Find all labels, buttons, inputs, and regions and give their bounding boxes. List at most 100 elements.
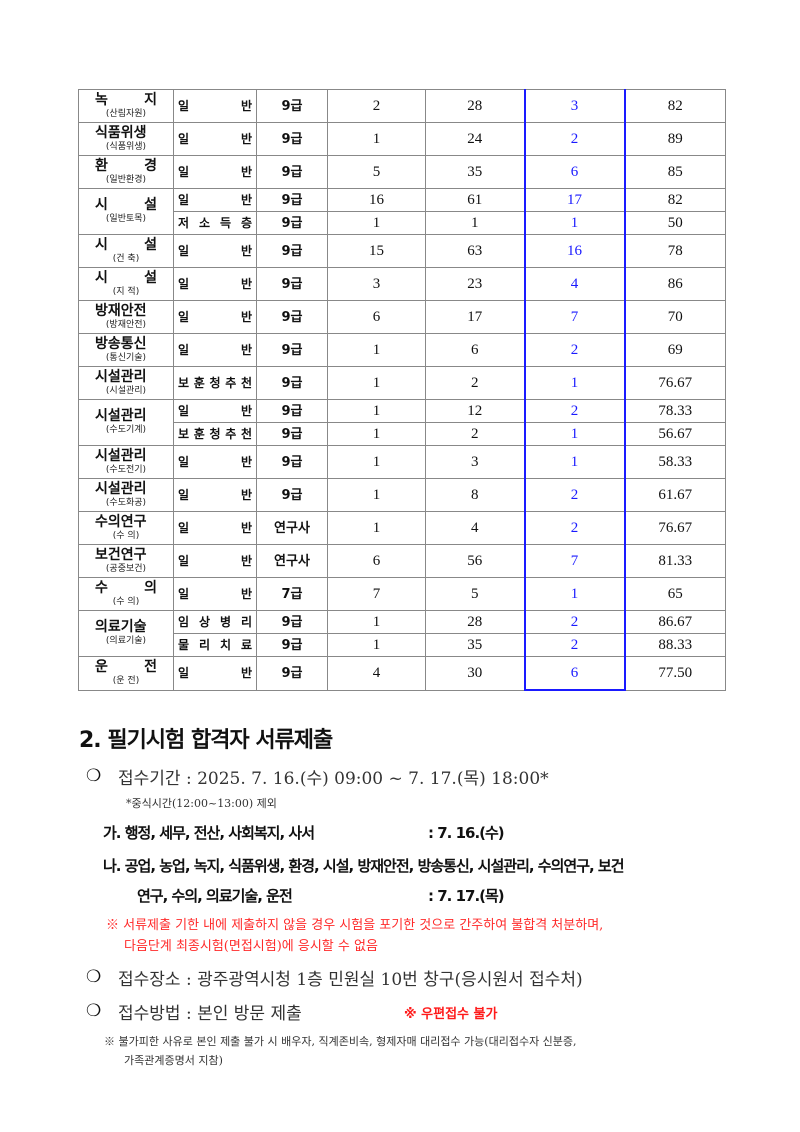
quota: 1 xyxy=(327,122,426,156)
applicants: 24 xyxy=(425,122,525,156)
recruit-type: 보 훈 청 추 천 xyxy=(173,422,257,446)
table-row: 운 전 (운 전) 일 반 9급 4 30 6 77.50 xyxy=(78,656,726,691)
recruit-type-text: 일 반 xyxy=(178,404,252,418)
quota: 15 xyxy=(327,234,426,268)
recruit-type: 물 리 치 료 xyxy=(173,633,257,657)
recruit-type-text: 저 소 득 층 xyxy=(178,216,252,230)
passed: 16 xyxy=(523,234,626,268)
position-name: 시설관리 (시설관리) xyxy=(78,366,174,400)
group-na-date: : 7. 17.(목) xyxy=(428,887,505,905)
position-subtitle: (시설관리) xyxy=(105,385,147,396)
passed: 7 xyxy=(523,300,626,334)
position-subtitle: (식품위생) xyxy=(105,141,147,152)
recruit-type: 보 훈 청 추 천 xyxy=(173,366,257,400)
table-row: 시 설 (일반토목) 일 반 9급 16 61 17 82 xyxy=(78,188,726,235)
position-title: 방송통신 xyxy=(95,335,147,352)
applicants: 28 xyxy=(425,89,525,123)
method-text: 접수방법 : 본인 방문 제출 xyxy=(118,1004,302,1024)
applicants: 2 xyxy=(425,366,525,400)
passed: 7 xyxy=(523,544,626,578)
cutoff: 77.50 xyxy=(624,656,726,691)
grade: 9급 xyxy=(256,188,328,212)
cutoff: 78 xyxy=(624,234,726,268)
position-name: 방재안전 (방재안전) xyxy=(78,300,174,334)
no-mail-note: ※ 우편접수 불가 xyxy=(404,1007,498,1022)
quota: 6 xyxy=(327,300,426,334)
table-row: 보건연구 (공중보건) 일 반 연구사 6 56 7 81.33 xyxy=(78,544,726,578)
passed: 6 xyxy=(523,155,626,189)
group-ga: 가. 행정, 세무, 전산, 사회복지, 사서 xyxy=(103,824,315,842)
position-subtitle: (일반토목) xyxy=(105,214,147,224)
recruit-type-text: 일 반 xyxy=(178,310,252,324)
grade: 9급 xyxy=(256,89,328,123)
grade: 9급 xyxy=(256,633,328,657)
passed: 1 xyxy=(523,211,626,235)
position-name: 식품위생 (식품위생) xyxy=(78,122,174,156)
table-row: 방송통신 (통신기술) 일 반 9급 1 6 2 69 xyxy=(78,333,726,367)
grade: 9급 xyxy=(256,333,328,367)
passed: 2 xyxy=(523,633,626,657)
cutoff: 86 xyxy=(624,267,726,301)
recruit-type: 일 반 xyxy=(173,399,257,423)
quota: 5 xyxy=(327,155,426,189)
applicants: 12 xyxy=(425,399,525,423)
recruit-type-text: 일 반 xyxy=(178,554,252,568)
recruit-type: 일 반 xyxy=(173,445,257,479)
position-name: 보건연구 (공중보건) xyxy=(78,544,174,578)
grade: 9급 xyxy=(256,300,328,334)
quota: 1 xyxy=(327,478,426,512)
recruit-type-text: 임 상 병 리 xyxy=(178,615,252,629)
grade: 9급 xyxy=(256,155,328,189)
recruit-type-text: 일 반 xyxy=(178,587,252,601)
place-text: 접수장소 : 광주광역시청 1층 민원실 10번 창구(응시원서 접수처) xyxy=(118,970,583,990)
position-name: 시 설 (일반토목) xyxy=(78,188,174,235)
table-row: 물 리 치 료 9급 1 35 2 88.33 xyxy=(79,633,726,657)
table-row: 시설관리 (시설관리) 보 훈 청 추 천 9급 1 2 1 76.67 xyxy=(78,366,726,400)
recruit-type: 일 반 xyxy=(173,511,257,545)
passed: 6 xyxy=(523,656,626,691)
cutoff: 78.33 xyxy=(624,399,726,423)
quota: 1 xyxy=(327,333,426,367)
position-name: 환 경 (일반환경) xyxy=(78,155,174,189)
passed: 2 xyxy=(523,122,626,156)
position-title: 시설관리 xyxy=(95,480,147,497)
applicants: 1 xyxy=(425,211,525,235)
table-row: 시설관리 (수도기계) 일 반 9급 1 12 2 78.33 xyxy=(78,399,726,446)
grade: 연구사 xyxy=(256,544,328,578)
recruit-type-text: 일 반 xyxy=(178,343,252,357)
table-row: 방재안전 (방재안전) 일 반 9급 6 17 7 70 xyxy=(78,300,726,334)
grade: 9급 xyxy=(256,122,328,156)
passed: 3 xyxy=(523,89,626,123)
recruit-type-text: 보 훈 청 추 천 xyxy=(178,376,252,390)
position-name: 의료기술 (의료기술) xyxy=(78,610,174,657)
position-subtitle: (통신기술) xyxy=(105,352,147,363)
section-heading: 2. 필기시험 합격자 서류제출 xyxy=(79,728,333,753)
grade: 9급 xyxy=(256,656,328,691)
quota: 7 xyxy=(327,577,426,611)
position-title: 시 설 xyxy=(95,269,157,286)
recruit-type: 일 반 xyxy=(173,188,257,212)
table-row: 보 훈 청 추 천 9급 1 2 1 56.67 xyxy=(79,422,726,446)
position-subtitle: (지 적) xyxy=(112,286,140,297)
position-name: 시설관리 (수도화공) xyxy=(78,478,174,512)
results-table: 녹 지 (산림자원) 일 반 9급 2 28 3 82 식품위생 (식품위생) 일 반 9급 1 24 2 8… xyxy=(78,89,726,691)
cutoff: 85 xyxy=(624,155,726,189)
recruit-type: 임 상 병 리 xyxy=(173,610,257,634)
position-title: 보건연구 xyxy=(95,546,147,563)
cutoff: 81.33 xyxy=(624,544,726,578)
bullet-icon: ❍ xyxy=(86,1001,102,1021)
cutoff: 82 xyxy=(624,89,726,123)
cutoff: 69 xyxy=(624,333,726,367)
recruit-type: 일 반 xyxy=(173,577,257,611)
recruit-type: 일 반 xyxy=(173,89,257,123)
passed: 1 xyxy=(523,366,626,400)
position-name: 시 설 (건 축) xyxy=(78,234,174,268)
passed: 1 xyxy=(523,422,626,446)
position-subtitle: (수 의) xyxy=(112,530,140,541)
recruit-type-text: 일 반 xyxy=(178,193,252,207)
passed: 2 xyxy=(523,399,626,423)
table-row: 시 설 (건 축) 일 반 9급 15 63 16 78 xyxy=(78,234,726,268)
bullet-icon: ❍ xyxy=(86,967,102,987)
cutoff: 56.67 xyxy=(624,422,726,446)
position-subtitle: (방재안전) xyxy=(105,319,147,330)
